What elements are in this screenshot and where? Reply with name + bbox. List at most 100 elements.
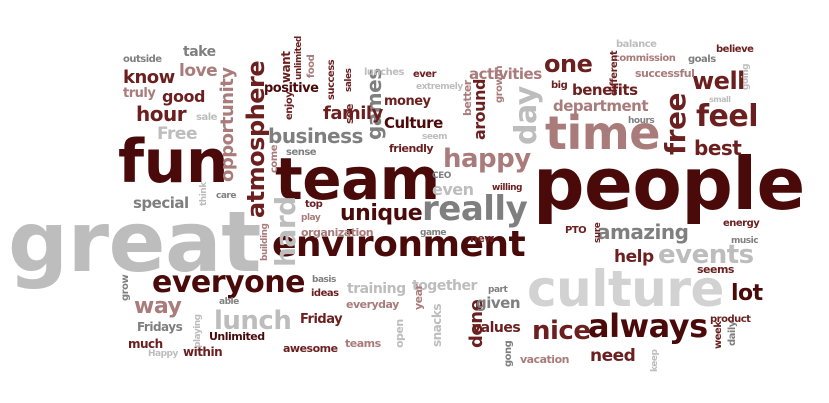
word-love: love [179, 61, 218, 81]
word-family: family [323, 103, 383, 124]
word-food: food [306, 54, 317, 78]
word-take: take [183, 44, 216, 60]
word-need: need [590, 346, 636, 366]
word-given: given [476, 294, 521, 312]
word-top: top [305, 199, 323, 210]
word-growth: growth [494, 65, 505, 103]
word-product: product [710, 314, 751, 325]
word-happy: Happy [148, 349, 178, 359]
word-know: know [123, 67, 175, 88]
word-playing: playing [193, 314, 203, 348]
word-week: week [713, 321, 724, 349]
word-hours: hours [628, 116, 655, 126]
word-environment: environment [272, 224, 526, 265]
word-always: always [588, 307, 708, 345]
word-outside: outside [123, 54, 162, 65]
word-snacks: snacks [430, 303, 444, 347]
word-basis: basis [312, 275, 336, 285]
word-play: play [301, 213, 321, 223]
word-feel: feel [696, 99, 759, 134]
word-teams: teams [345, 337, 381, 350]
word-nice: nice [532, 316, 591, 346]
word-together: together [412, 278, 477, 294]
word-year: year [412, 284, 425, 310]
word-going: going [741, 63, 751, 90]
word-benefits: benefits [572, 81, 638, 99]
word-opportunity: opportunity [217, 67, 238, 182]
word-department: department [553, 97, 649, 115]
word-better: better [461, 80, 474, 116]
word-special: special [133, 194, 189, 212]
word-business: business [268, 124, 363, 148]
word-activities: activities [469, 65, 542, 83]
word-positive: positive [264, 81, 319, 96]
word-different: different [609, 50, 620, 96]
word-want: want [279, 51, 293, 83]
word-way: way [134, 294, 182, 319]
word-everyday: everyday [346, 298, 399, 311]
word-great: great [8, 193, 261, 291]
word-music: music [731, 236, 759, 246]
word-seems: seems [697, 263, 734, 276]
word-ceo: CEO [432, 171, 451, 181]
word-unique: unique [340, 201, 423, 226]
word-fridays: Fridays [137, 320, 183, 334]
word-culture: culture [527, 260, 724, 318]
word-big: big [551, 80, 568, 91]
word-one: one [544, 50, 593, 78]
word-friendly: friendly [389, 142, 434, 155]
word-come: come [269, 145, 280, 173]
word-people: people [533, 142, 805, 226]
word-game: game [420, 228, 447, 238]
word-best: best [694, 136, 742, 160]
word-even: even [432, 180, 474, 199]
word-happy: happy [443, 144, 531, 174]
word-part: part [488, 285, 508, 295]
word-grow: grow [120, 274, 131, 301]
word-friday: Friday [300, 312, 343, 327]
word-free: Free [157, 124, 197, 144]
word-commission: commission [614, 53, 676, 64]
word-see: see [343, 104, 356, 124]
word-ever: ever [413, 69, 437, 80]
word-organization: organization [301, 226, 374, 239]
word-help: help [614, 247, 654, 267]
word-around: around [470, 79, 489, 140]
word-well: well [692, 67, 745, 95]
word-values: values [472, 320, 521, 336]
word-good: good [162, 87, 205, 106]
word-extremely: extremely [416, 82, 463, 92]
word-small: small [709, 95, 731, 104]
word-gong: gong [503, 340, 514, 367]
word-vacation: vacation [520, 353, 569, 366]
word-new: new [470, 232, 494, 245]
word-building: building [260, 223, 270, 261]
word-ideas: ideas [311, 288, 339, 299]
word-balance: balance [616, 39, 657, 50]
word-sale: sale [196, 112, 217, 123]
word-open: open [393, 319, 406, 348]
word-lot: lot [731, 281, 763, 306]
word-everyone: everyone [152, 265, 305, 300]
word-unlimited: Unlimited [209, 330, 265, 343]
word-able: able [219, 297, 239, 307]
word-lunch: lunch [214, 306, 292, 336]
word-keep: keep [650, 349, 660, 372]
word-money: money [384, 94, 431, 109]
word-training: training [347, 281, 406, 297]
word-energy: energy [723, 218, 760, 229]
word-enjoy: enjoy [284, 91, 295, 120]
word-hard: hard [269, 196, 302, 267]
word-time: time [545, 106, 660, 160]
word-fun: fun [118, 127, 229, 197]
word-events: events [658, 240, 754, 270]
word-goals: goals [688, 54, 716, 65]
word-truly: truly [123, 86, 156, 101]
word-culture: Culture [384, 114, 443, 132]
word-much: much [128, 337, 163, 351]
word-success: success [326, 59, 337, 100]
word-pto: PTO [565, 225, 587, 236]
word-successful: successful [635, 67, 695, 80]
word-care: care [216, 191, 236, 201]
